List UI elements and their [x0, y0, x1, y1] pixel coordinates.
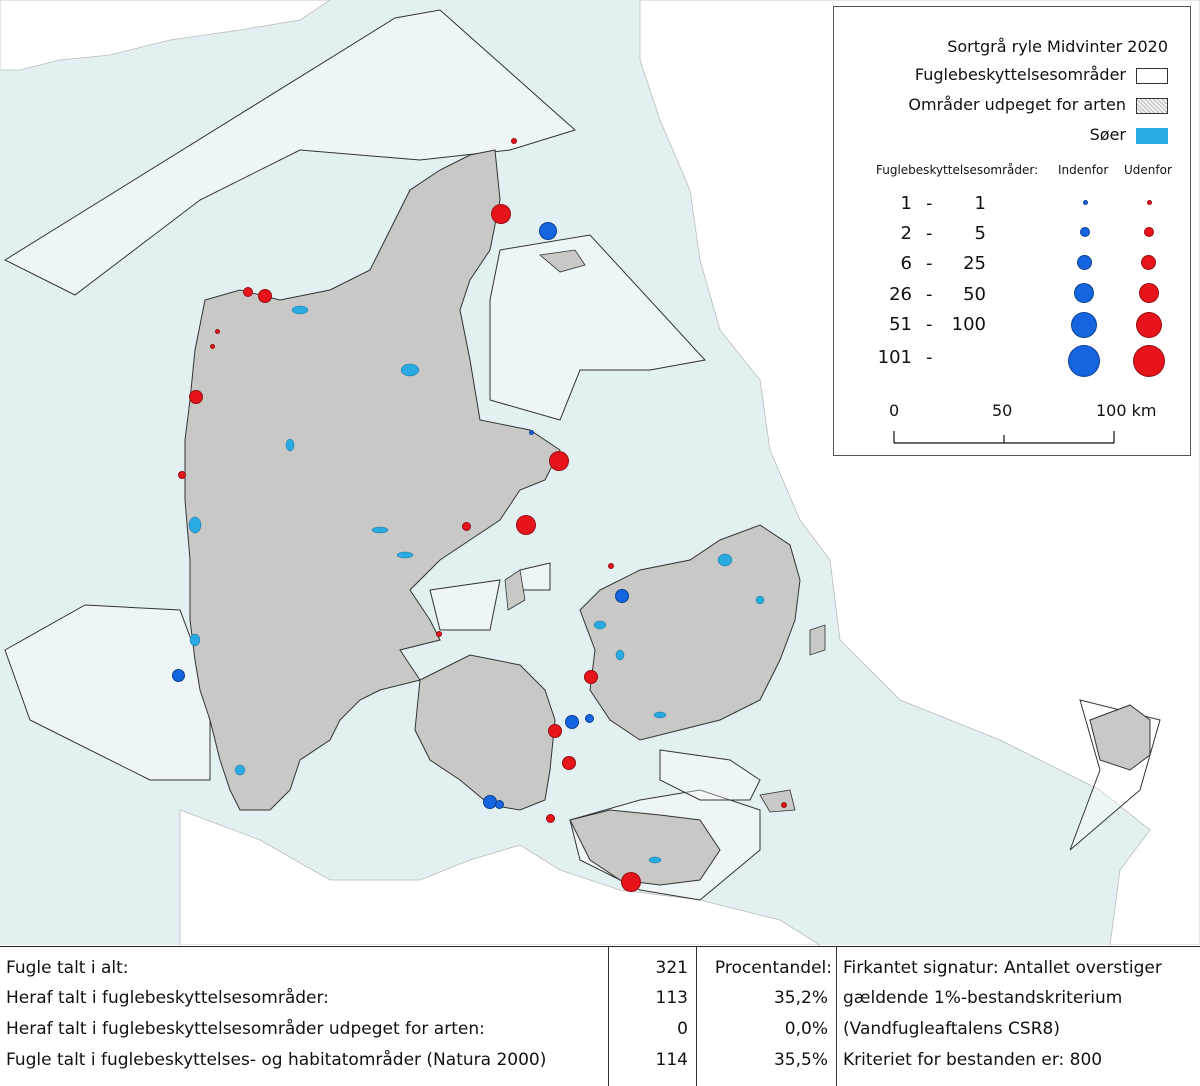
observation-dot-outside — [549, 451, 569, 471]
germany-land — [179, 809, 821, 945]
stats-table: Fugle talt i alt: Heraf talt i fuglebesk… — [0, 946, 1200, 1086]
outside-dot-2 — [1144, 227, 1154, 237]
observation-dot-outside — [436, 631, 442, 637]
inside-dot-4 — [1074, 283, 1094, 303]
observation-dot-inside — [584, 713, 594, 723]
outside-dot-5 — [1136, 312, 1162, 338]
legend-item-label: Fuglebeskyttelsesområder — [914, 65, 1126, 84]
observation-dot-outside — [178, 471, 186, 479]
lakes — [188, 305, 765, 864]
class-from: 101 — [877, 347, 912, 368]
observation-dot-outside — [491, 204, 511, 224]
class-to: 50 — [963, 284, 986, 305]
class-dash: - — [926, 347, 933, 368]
inside-dot-2 — [1080, 227, 1090, 237]
class-dash: - — [926, 314, 933, 335]
map-legend: Sortgrå ryle Midvinter 2020 Fuglebeskytt… — [833, 6, 1191, 456]
observation-dot-outside — [608, 563, 614, 569]
scale-bar — [893, 431, 1115, 444]
pct-header: Procentandel: — [714, 958, 832, 978]
observation-dot-inside — [528, 429, 534, 435]
observation-dot-outside — [243, 287, 253, 297]
observation-dot-outside — [584, 670, 598, 684]
class-from: 51 — [889, 314, 912, 335]
class-to: 100 — [951, 314, 986, 335]
class-to: 5 — [974, 223, 986, 244]
divider — [696, 947, 697, 1086]
outside-dot-4 — [1139, 283, 1159, 303]
observation-dot-inside — [171, 668, 185, 682]
class-from: 26 — [889, 284, 912, 305]
class-to: 25 — [963, 253, 986, 274]
legend-title: Sortgrå ryle Midvinter 2020 — [947, 37, 1168, 56]
fyn-land — [414, 654, 556, 811]
bornholm-land — [1089, 704, 1151, 771]
class-dash: - — [926, 253, 933, 274]
stat-count: 321 — [655, 958, 688, 978]
class-from: 1 — [900, 193, 912, 214]
stat-label: Heraf talt i fuglebeskyttelsesområder ud… — [6, 1019, 485, 1039]
size-header: Fuglebeskyttelsesområder: — [876, 163, 1039, 177]
observation-dot-outside — [461, 521, 471, 531]
divider — [836, 947, 837, 1086]
scale-label: 50 — [992, 401, 1013, 420]
legend-item-label: Områder udpeget for arten — [908, 95, 1126, 114]
observation-dot-inside — [565, 715, 579, 729]
class-to: 1 — [974, 193, 986, 214]
observation-dot-outside — [189, 390, 203, 404]
stat-count: 0 — [677, 1019, 688, 1039]
scale-label: 100 km — [1096, 401, 1157, 420]
zealand-land — [579, 524, 801, 741]
stat-pct: 35,2% — [773, 988, 828, 1008]
observation-dot-outside — [511, 138, 517, 144]
observation-dot-inside — [539, 222, 557, 240]
observation-dot-outside — [258, 289, 272, 303]
observation-dot-outside — [516, 515, 536, 535]
small-islands — [504, 249, 826, 813]
class-dash: - — [926, 193, 933, 214]
observation-dot-outside — [209, 343, 215, 349]
observation-dot-inside — [615, 589, 629, 603]
class-dash: - — [926, 223, 933, 244]
observation-dot-outside — [214, 328, 220, 334]
observation-dot-inside — [494, 799, 504, 809]
stat-pct: 0,0% — [784, 1019, 828, 1039]
stat-label: Heraf talt i fuglebeskyttelsesområder: — [6, 988, 329, 1008]
lakes-swatch — [1136, 128, 1168, 144]
legend-item-label: Søer — [1089, 125, 1126, 144]
stat-count: 114 — [655, 1050, 688, 1070]
note-line: gældende 1%-bestandskriterium — [843, 988, 1123, 1008]
col-inside-header: Indenfor — [1058, 163, 1109, 177]
stat-label: Fugle talt i alt: — [6, 958, 129, 978]
note-line: (Vandfugleaftalens CSR8) — [843, 1019, 1060, 1039]
observation-dot-outside — [781, 802, 787, 808]
observation-dot-outside — [621, 872, 641, 892]
inside-dot-5 — [1071, 312, 1097, 338]
col-outside-header: Udenfor — [1124, 163, 1172, 177]
class-from: 2 — [900, 223, 912, 244]
outside-dot-3 — [1141, 255, 1156, 270]
map-area[interactable]: Sortgrå ryle Midvinter 2020 Fuglebeskytt… — [0, 0, 1200, 945]
observation-dot-outside — [545, 813, 555, 823]
class-dash: - — [926, 284, 933, 305]
designated-area-swatch — [1136, 98, 1168, 114]
observation-dot-outside — [562, 756, 576, 770]
lolland-falster-land — [569, 809, 721, 886]
note-line: Firkantet signatur: Antallet overstiger — [843, 958, 1162, 978]
norway-land — [0, 0, 331, 71]
note-line: Kriteriet for bestanden er: 800 — [843, 1050, 1103, 1070]
inside-dot-3 — [1077, 255, 1092, 270]
stat-label: Fugle talt i fuglebeskyttelses- og habit… — [6, 1050, 547, 1070]
inside-dot-6 — [1068, 345, 1100, 377]
outside-dot-1 — [1147, 200, 1152, 205]
scale-label: 0 — [889, 401, 900, 420]
stat-count: 113 — [655, 988, 688, 1008]
stat-pct: 35,5% — [773, 1050, 828, 1070]
inside-dot-1 — [1083, 200, 1088, 205]
observation-dot-outside — [548, 724, 562, 738]
class-from: 6 — [900, 253, 912, 274]
protection-area-swatch — [1136, 68, 1168, 84]
outside-dot-6 — [1133, 345, 1165, 377]
divider — [608, 947, 609, 1086]
